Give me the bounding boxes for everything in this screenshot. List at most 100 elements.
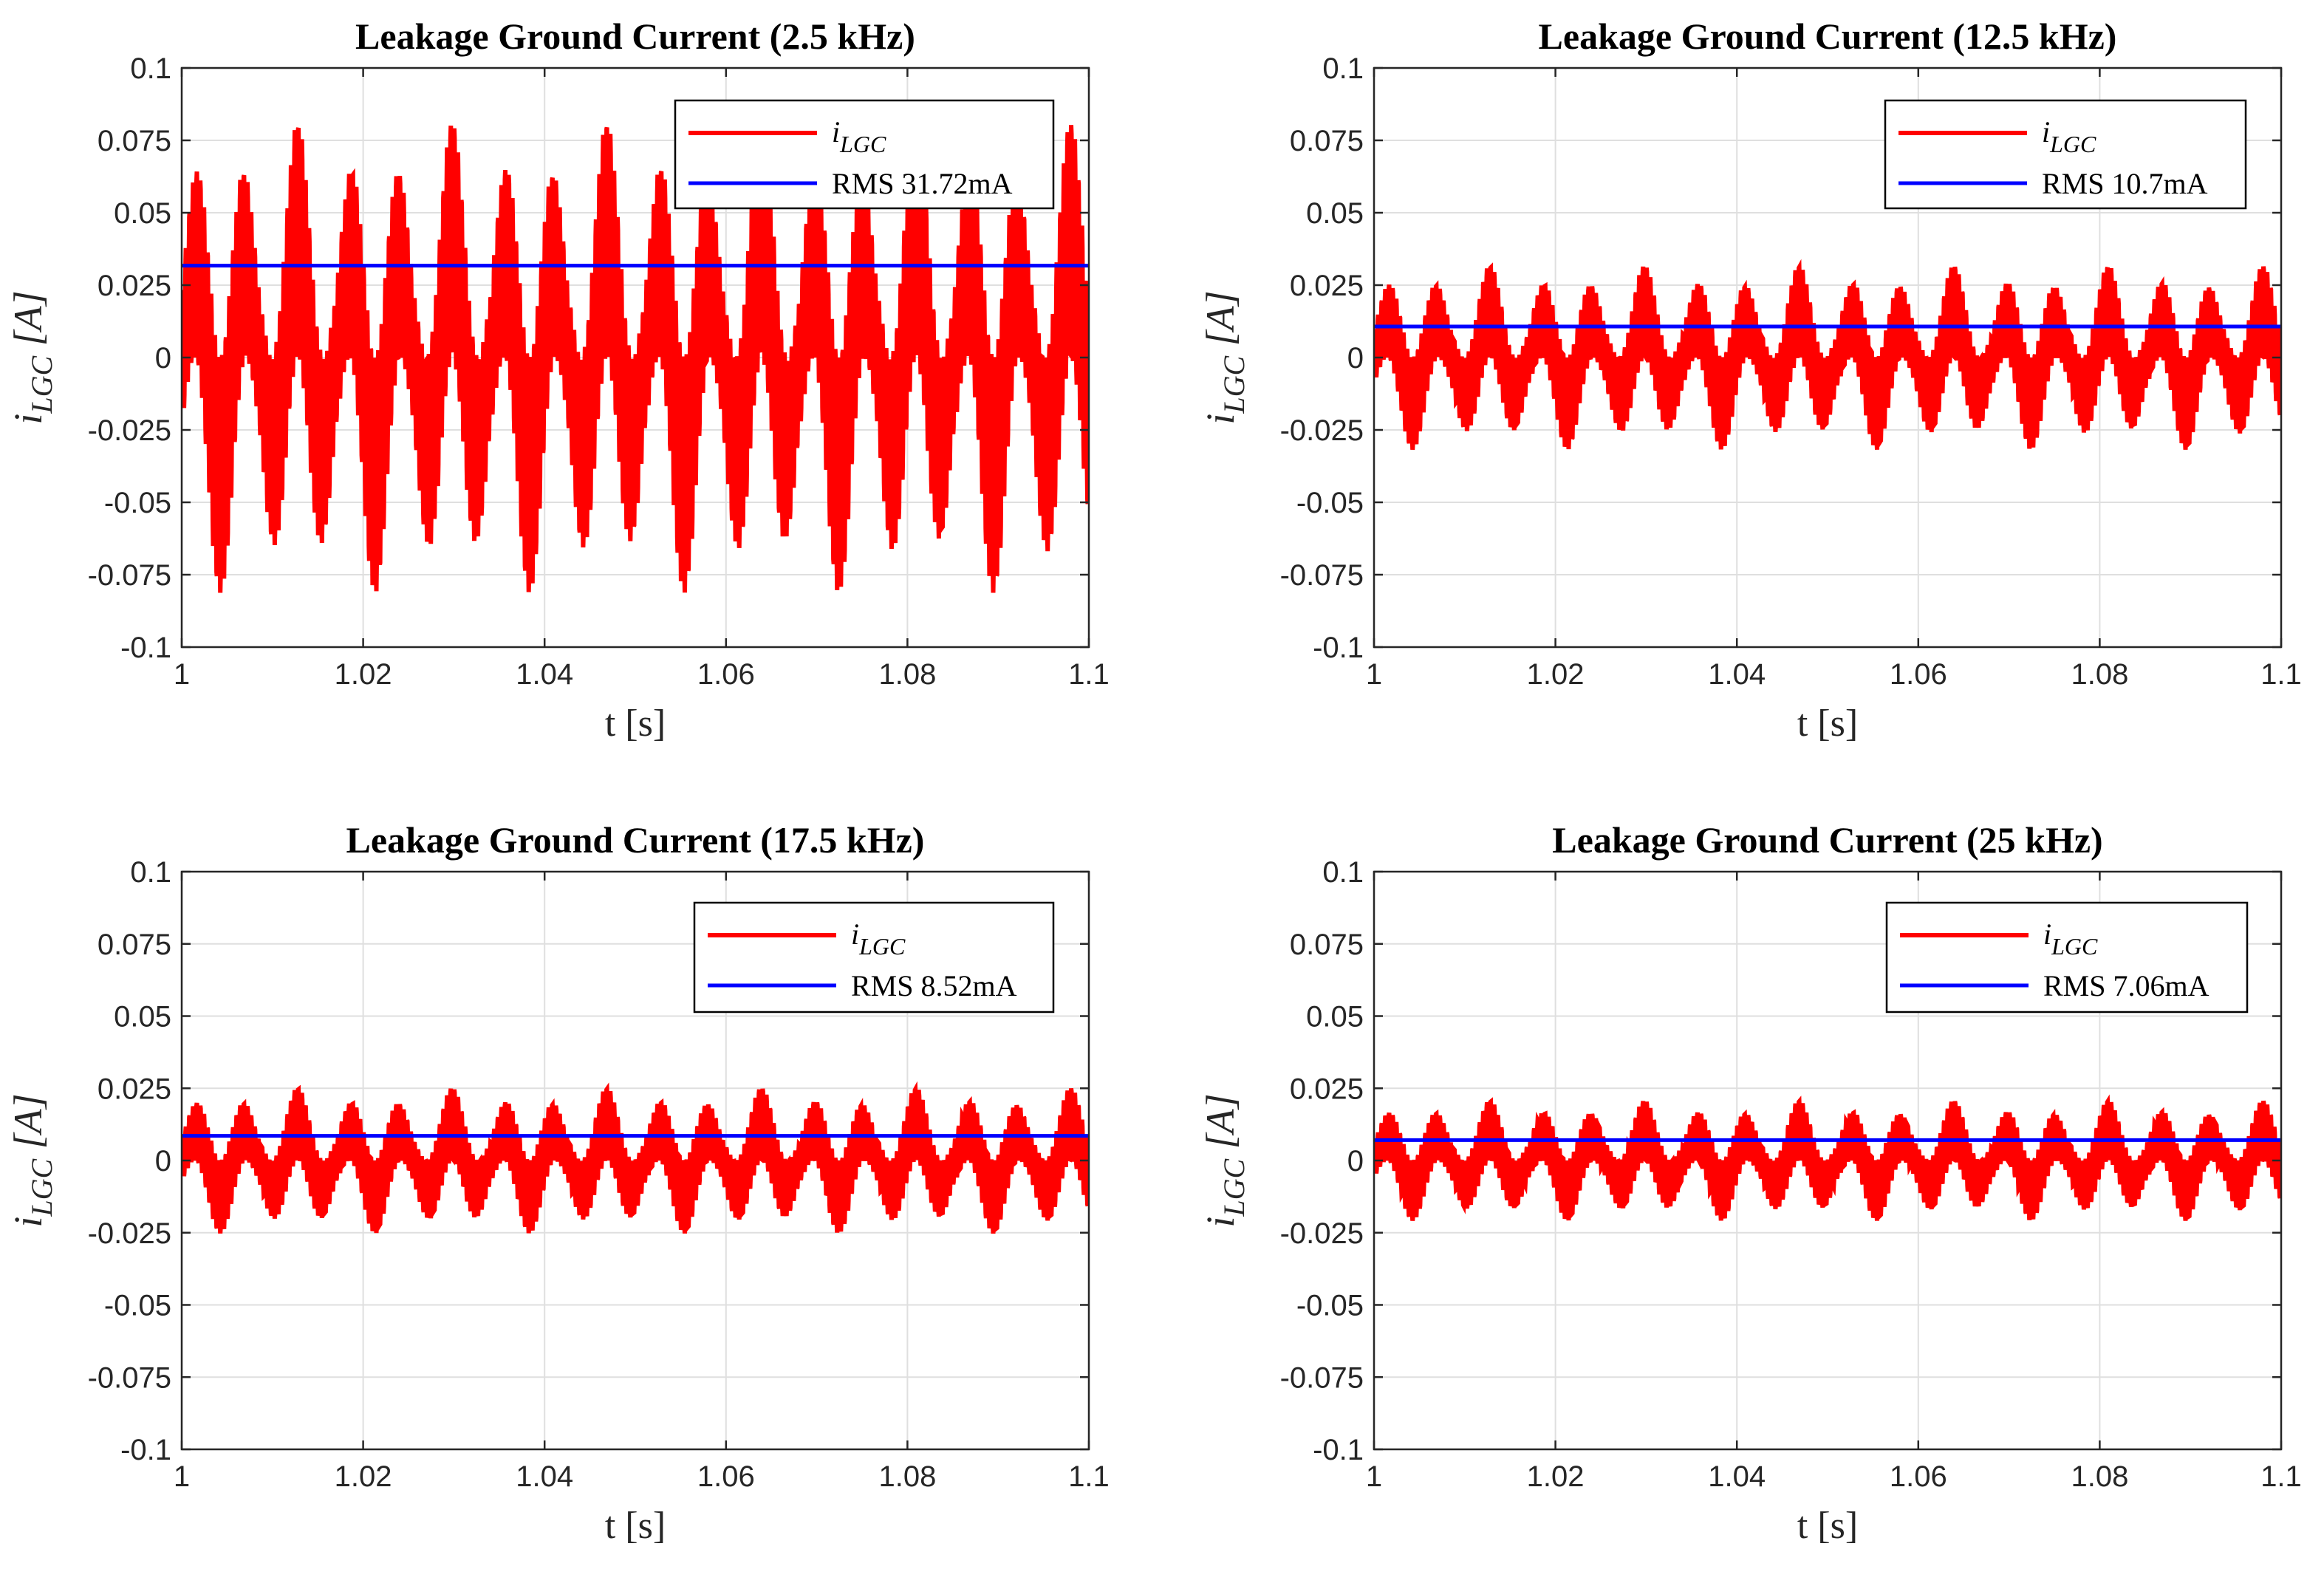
y-tick-label: -0.1	[120, 1434, 171, 1466]
x-tick-label: 1.04	[1708, 658, 1766, 691]
chart-panel-4: 1 1.02 1.04 1.06 1.08 1.1 0.1 0.075 0.05 0.025 0 -0…	[1198, 819, 2302, 1547]
legend-box	[1885, 901, 2249, 1013]
x-axis-label: t [s]	[1797, 1505, 1858, 1547]
x-tick-label: 1	[174, 1460, 190, 1493]
chart-title: Leakage Ground Current (25 kHz)	[1552, 819, 2102, 861]
x-tick-label: 1	[1366, 658, 1382, 691]
y-tick-label: 0.025	[98, 1073, 171, 1105]
y-tick-label: 0.1	[130, 52, 171, 85]
y-label-subscript: LGC	[1217, 355, 1251, 414]
x-tick-label: 1	[174, 658, 190, 691]
y-tick-label: -0.025	[1280, 1217, 1364, 1250]
y-axis-label: iLGC [A]	[1198, 1093, 1251, 1227]
y-tick-label: 0	[1347, 342, 1364, 375]
y-axis-label: iLGC [A]	[6, 1093, 58, 1227]
legend-label-rms: RMS 10.7mA	[2042, 167, 2208, 200]
chart-panel-1: 1 1.02 1.04 1.06 1.08 1.1 0.1 0.075 0.05 0.025 0 -0…	[6, 16, 1110, 745]
chart-title: Leakage Ground Current (2.5 kHz)	[355, 16, 915, 57]
y-tick-label: -0.075	[1280, 1361, 1364, 1394]
y-tick-label: 0.1	[1322, 52, 1364, 85]
chart-title: Leakage Ground Current (12.5 kHz)	[1539, 16, 2117, 57]
y-tick-label: -0.025	[1280, 414, 1364, 447]
x-tick-label: 1.08	[2071, 658, 2128, 691]
legend-label-subscript: LGC	[839, 131, 886, 157]
x-tick-label: 1.1	[2260, 1460, 2302, 1493]
y-label-main: i	[1198, 414, 1243, 425]
y-label-main: i	[6, 1217, 50, 1228]
chart-panel-2: 1 1.02 1.04 1.06 1.08 1.1 0.1 0.075 0.05 0.025 0 -0…	[1198, 16, 2302, 745]
y-tick-label: -0.075	[88, 1361, 171, 1394]
y-tick-label: 0	[155, 342, 171, 375]
chart-panel-3: 1 1.02 1.04 1.06 1.08 1.1 0.1 0.075 0.05 0.025 0 -0…	[6, 819, 1110, 1547]
y-tick-label: 0	[155, 1145, 171, 1177]
x-tick-label: 1.06	[1890, 658, 1947, 691]
y-label-unit: [A]	[6, 290, 50, 356]
y-tick-label: 0.025	[98, 270, 171, 302]
legend: iLGC RMS 31.72mA	[674, 99, 1055, 210]
y-label-subscript: LGC	[25, 355, 58, 414]
legend-label-main: i	[832, 115, 840, 148]
series-line-ilgc	[182, 125, 1089, 593]
y-tick-label: -0.05	[1296, 487, 1364, 519]
y-axis-label: iLGC [A]	[1198, 290, 1251, 424]
y-tick-label: 0	[1347, 1145, 1364, 1177]
y-tick-label: 0.075	[98, 929, 171, 961]
x-tick-label: 1.02	[335, 658, 392, 691]
x-axis-label: t [s]	[605, 1505, 666, 1547]
x-tick-label: 1.02	[1527, 658, 1585, 691]
y-tick-label: -0.1	[1313, 1434, 1364, 1466]
legend-label-ilgc: iLGC	[2042, 115, 2096, 157]
x-tick-label: 1.06	[1890, 1460, 1947, 1493]
y-tick-label: 0.025	[1290, 270, 1364, 302]
legend: iLGC RMS 8.52mA	[693, 901, 1055, 1013]
legend-box	[674, 99, 1055, 210]
x-tick-label: 1.1	[1068, 658, 1110, 691]
y-tick-label: 0.075	[98, 125, 171, 157]
x-tick-label: 1.04	[516, 658, 573, 691]
legend-label-ilgc: iLGC	[832, 115, 886, 157]
x-tick-label: 1.04	[516, 1460, 573, 1493]
x-tick-label: 1.04	[1708, 1460, 1766, 1493]
legend-label-rms: RMS 31.72mA	[832, 167, 1013, 200]
y-label-main: i	[1198, 1217, 1243, 1228]
y-tick-label: 0.025	[1290, 1073, 1364, 1105]
x-tick-label: 1.08	[878, 1460, 936, 1493]
y-tick-label: -0.1	[1313, 632, 1364, 664]
legend-label-ilgc: iLGC	[851, 917, 906, 960]
y-label-unit: [A]	[1198, 290, 1243, 356]
y-tick-label: -0.025	[88, 1217, 171, 1250]
x-tick-label: 1.06	[697, 658, 755, 691]
legend-label-subscript: LGC	[858, 933, 906, 960]
series-line-ilgc	[1374, 1094, 2281, 1221]
x-tick-label: 1.1	[1068, 1460, 1110, 1493]
y-tick-label: 0.05	[114, 1001, 171, 1033]
y-tick-label: -0.05	[1296, 1290, 1364, 1322]
legend-label-ilgc: iLGC	[2043, 917, 2098, 960]
y-tick-label: 0.1	[130, 856, 171, 889]
y-tick-label: 0.05	[1306, 197, 1364, 230]
y-label-unit: [A]	[6, 1093, 50, 1159]
y-label-subscript: LGC	[25, 1158, 58, 1217]
y-tick-label: 0.1	[1322, 856, 1364, 889]
legend: iLGC RMS 7.06mA	[1885, 901, 2249, 1013]
x-tick-label: 1.1	[2260, 658, 2302, 691]
y-tick-label: 0.075	[1290, 929, 1364, 961]
series-line-ilgc	[182, 1081, 1089, 1234]
legend-box	[693, 901, 1055, 1013]
legend-label-main: i	[851, 917, 859, 951]
x-tick-label: 1.02	[1527, 1460, 1585, 1493]
legend: iLGC RMS 10.7mA	[1884, 99, 2247, 210]
x-axis-label: t [s]	[605, 703, 666, 745]
chart-title: Leakage Ground Current (17.5 kHz)	[346, 819, 925, 861]
y-label-unit: [A]	[1198, 1093, 1243, 1159]
x-tick-label: 1.08	[878, 658, 936, 691]
x-tick-label: 1.06	[697, 1460, 755, 1493]
y-tick-label: -0.1	[120, 632, 171, 664]
y-tick-label: -0.05	[104, 487, 171, 519]
y-label-subscript: LGC	[1217, 1158, 1251, 1217]
y-label-main: i	[6, 414, 50, 425]
y-tick-label: 0.075	[1290, 125, 1364, 157]
y-tick-label: -0.075	[1280, 559, 1364, 592]
y-axis-label: iLGC [A]	[6, 290, 58, 424]
y-tick-label: -0.05	[104, 1290, 171, 1322]
